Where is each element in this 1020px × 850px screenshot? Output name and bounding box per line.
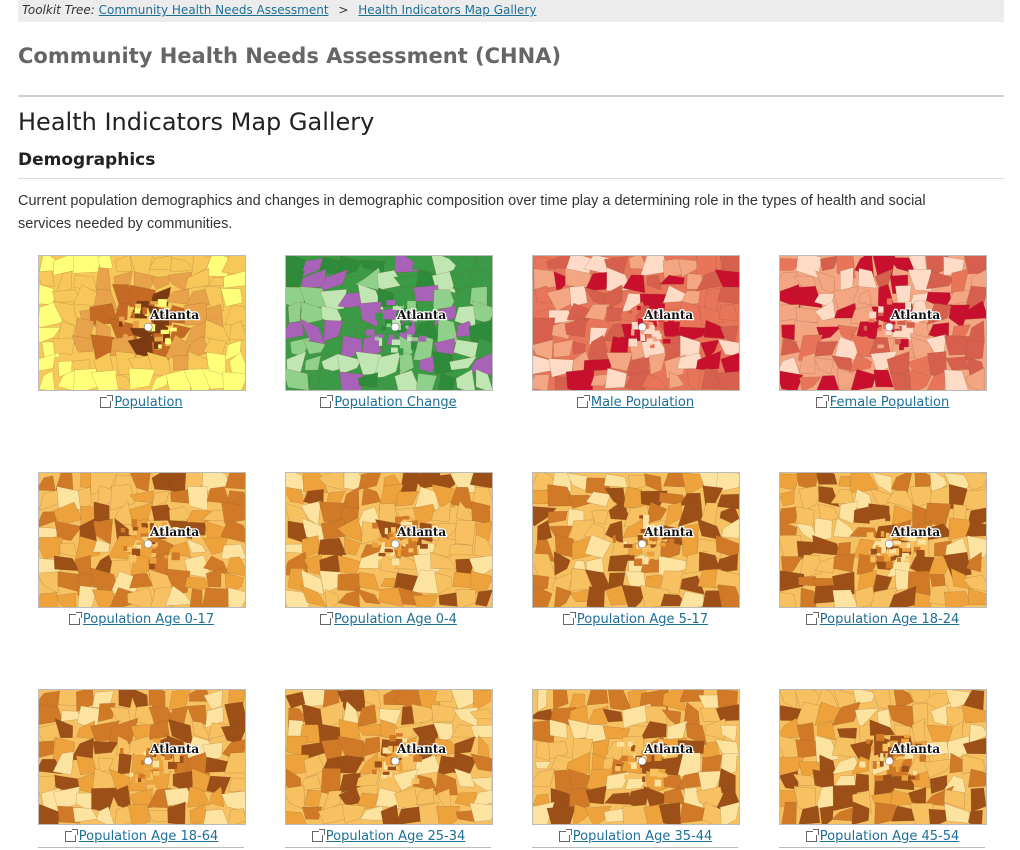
external-link-icon [64,829,78,842]
section-intro: Current population demographics and chan… [18,193,926,232]
external-link-icon [558,829,572,842]
map-city-label: Atlanta [149,308,199,322]
map-link[interactable]: Female Population [815,395,950,410]
map-link[interactable]: Population Age 18-24 [805,612,960,627]
choropleth-map-image[interactable]: Atlanta [37,255,246,391]
map-link-label: Population Age 5-17 [576,612,709,627]
breadcrumb-link-chna[interactable]: Community Health Needs Assessment [98,3,329,17]
choropleth-map-image[interactable]: Atlanta [284,689,493,825]
map-gallery: Atlanta Population Atlanta Population Chang… [18,255,1004,844]
map-city-label: Atlanta [396,308,446,322]
map-link[interactable]: Population Age 18-64 [64,829,219,844]
map-tile: Atlanta Male Population [512,255,759,410]
map-link-label: Population Age 0-4 [334,612,457,627]
map-link[interactable]: Male Population [576,395,695,410]
map-link-label: Population [114,395,183,410]
map-city-label: Atlanta [643,525,693,539]
map-tile: Atlanta Population Age 18-64 [18,689,265,844]
external-link-icon [68,612,82,625]
map-city-label: Atlanta [890,742,940,756]
map-link-label: Population Age 18-24 [819,612,960,627]
map-city-label: Atlanta [149,525,199,539]
map-thumbnail-edge [38,847,244,849]
map-tile: Atlanta Population Age 25-34 [265,689,512,844]
breadcrumb-link-map-gallery[interactable]: Health Indicators Map Gallery [358,3,537,17]
choropleth-map-image[interactable]: Atlanta [531,255,740,391]
choropleth-map-image[interactable]: Atlanta [531,689,740,825]
map-tile: Atlanta Population Change [265,255,512,410]
choropleth-map-image[interactable]: Atlanta [531,472,740,608]
map-tile: Atlanta Population Age 35-44 [512,689,759,844]
map-city-label: Atlanta [396,525,446,539]
next-row-partial [18,847,1004,849]
map-city-label: Atlanta [890,308,940,322]
map-city-label: Atlanta [643,308,693,322]
map-tile: Atlanta Population Age 45-54 [759,689,1006,844]
map-city-label: Atlanta [643,742,693,756]
map-tile: Atlanta Population Age 0-4 [265,472,512,627]
choropleth-map-image[interactable]: Atlanta [284,255,493,391]
external-link-icon [320,612,334,625]
map-link[interactable]: Population Age 5-17 [562,612,709,627]
map-thumbnail-edge [532,847,738,849]
map-link[interactable]: Population Age 45-54 [805,829,960,844]
map-city-label: Atlanta [149,742,199,756]
map-thumbnail-edge [779,847,985,849]
map-link[interactable]: Population Age 0-4 [320,612,457,627]
map-link-label: Population Age 45-54 [819,829,960,844]
map-link-label: Population Change [334,395,457,410]
map-link-label: Population Age 35-44 [572,829,713,844]
breadcrumb-separator: > [338,3,349,17]
choropleth-map-image[interactable]: Atlanta [37,472,246,608]
choropleth-map-image[interactable]: Atlanta [778,689,987,825]
external-link-icon [311,829,325,842]
choropleth-map-image[interactable]: Atlanta [284,472,493,608]
map-link-label: Population Age 18-64 [78,829,219,844]
map-tile: Atlanta Population Age 18-24 [759,472,1006,627]
map-link-label: Population Age 0-17 [82,612,215,627]
map-link[interactable]: Population Age 25-34 [311,829,466,844]
choropleth-map-image[interactable]: Atlanta [778,255,987,391]
external-link-icon [815,395,829,408]
external-link-icon [576,395,590,408]
external-link-icon [100,395,114,408]
section-divider [18,178,1004,179]
map-link[interactable]: Population [100,395,183,410]
map-link-label: Male Population [590,395,695,410]
external-link-icon [805,829,819,842]
map-link[interactable]: Population Age 0-17 [68,612,215,627]
map-tile: Atlanta Female Population [759,255,1006,410]
breadcrumb: Toolkit Tree: Community Health Needs Ass… [18,0,1004,22]
map-link-label: Population Age 25-34 [325,829,466,844]
map-link[interactable]: Population Change [320,395,457,410]
page-title: Health Indicators Map Gallery [18,108,375,136]
section-heading-demographics: Demographics [18,150,156,170]
map-city-label: Atlanta [890,525,940,539]
title-divider [18,95,1004,97]
external-link-icon [805,612,819,625]
external-link-icon [562,612,576,625]
map-city-label: Atlanta [396,742,446,756]
choropleth-map-image[interactable]: Atlanta [778,472,987,608]
map-tile: Atlanta Population Age 5-17 [512,472,759,627]
map-thumbnail-edge [285,847,491,849]
site-title: Community Health Needs Assessment (CHNA) [18,44,562,68]
map-link[interactable]: Population Age 35-44 [558,829,713,844]
external-link-icon [320,395,334,408]
map-tile: Atlanta Population [18,255,265,410]
choropleth-map-image[interactable]: Atlanta [37,689,246,825]
breadcrumb-lead: Toolkit Tree: [22,3,95,17]
map-link-label: Female Population [829,395,950,410]
map-tile: Atlanta Population Age 0-17 [18,472,265,627]
